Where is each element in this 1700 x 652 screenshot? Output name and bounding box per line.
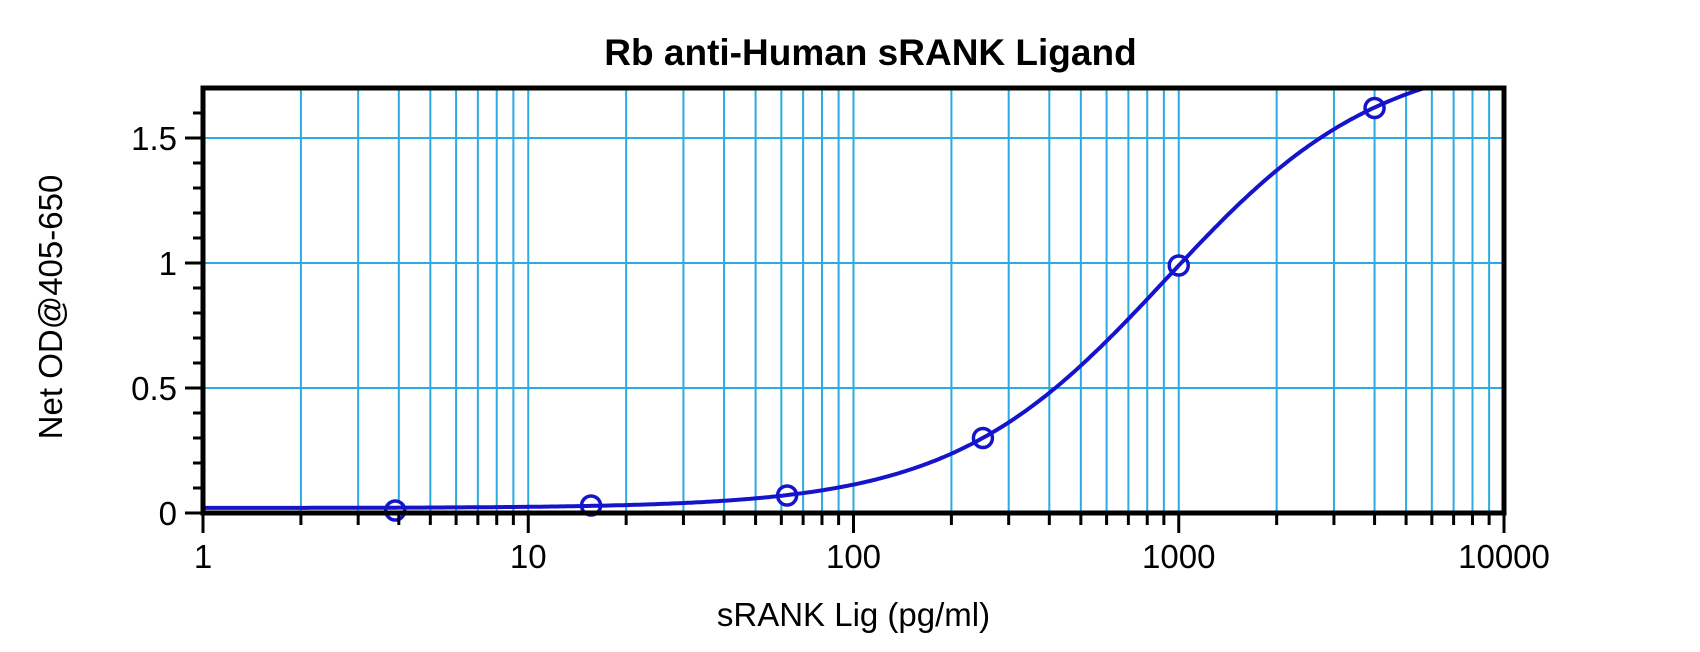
y-tick-label: 0.5 xyxy=(131,370,177,407)
y-axis-label: Net OD@405-650 xyxy=(32,175,69,440)
chart-title: Rb anti-Human sRANK Ligand xyxy=(604,32,1136,73)
data-points xyxy=(383,96,1386,522)
y-tick-label: 1.5 xyxy=(131,120,177,157)
plot-border xyxy=(200,85,1507,516)
y-tick-label: 0 xyxy=(159,495,177,532)
fit-curve-line xyxy=(201,86,1427,510)
axis-ticks xyxy=(185,111,1506,533)
x-tick-label: 100 xyxy=(826,538,881,575)
y-tick-labels: 0 0.5 1 1.5 xyxy=(131,120,177,532)
gridlines xyxy=(203,88,1504,513)
x-tick-label: 1000 xyxy=(1142,538,1215,575)
x-tick-label: 1 xyxy=(194,538,212,575)
x-tick-label: 10000 xyxy=(1458,538,1550,575)
x-axis-label: sRANK Lig (pg/ml) xyxy=(717,596,990,633)
x-tick-label: 10 xyxy=(510,538,547,575)
y-tick-label: 1 xyxy=(159,245,177,282)
x-tick-labels: 1 10 100 1000 10000 xyxy=(194,538,1550,575)
